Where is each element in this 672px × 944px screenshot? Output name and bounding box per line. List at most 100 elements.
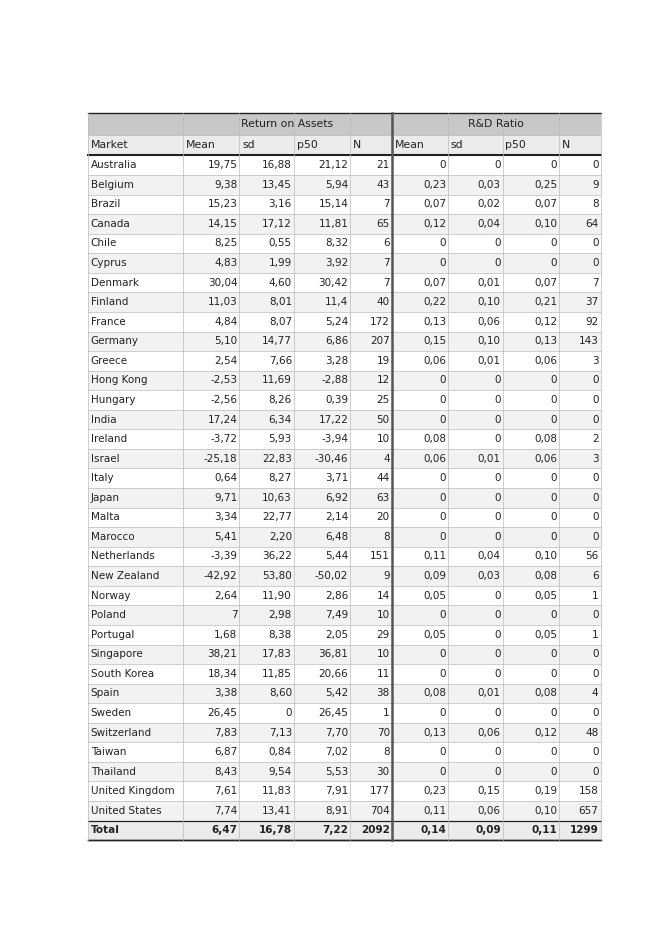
Text: New Zealand: New Zealand — [91, 571, 159, 582]
Text: 0,21: 0,21 — [534, 297, 557, 307]
Text: 0,11: 0,11 — [532, 825, 557, 835]
Text: 1: 1 — [592, 591, 599, 600]
Text: 44: 44 — [376, 473, 390, 483]
Text: 0: 0 — [439, 414, 446, 425]
Text: 0: 0 — [592, 513, 599, 522]
Text: South Korea: South Korea — [91, 669, 154, 679]
Text: Greece: Greece — [91, 356, 128, 366]
Text: 0,08: 0,08 — [423, 688, 446, 699]
Text: 0,11: 0,11 — [423, 551, 446, 562]
Text: 12: 12 — [376, 376, 390, 385]
Bar — [88, 488, 601, 508]
Text: 6,48: 6,48 — [325, 531, 348, 542]
Text: 6,86: 6,86 — [325, 336, 348, 346]
Text: 8,60: 8,60 — [269, 688, 292, 699]
Text: 0,05: 0,05 — [423, 630, 446, 640]
Text: 0: 0 — [550, 258, 557, 268]
Text: 0,55: 0,55 — [269, 239, 292, 248]
Text: 8,07: 8,07 — [269, 317, 292, 327]
Text: Spain: Spain — [91, 688, 120, 699]
Text: 0,07: 0,07 — [423, 199, 446, 210]
Text: Sweden: Sweden — [91, 708, 132, 718]
Text: 0,05: 0,05 — [423, 591, 446, 600]
Text: 0,06: 0,06 — [423, 356, 446, 366]
Bar — [88, 449, 601, 468]
Text: 8,25: 8,25 — [214, 239, 237, 248]
Text: 1: 1 — [592, 630, 599, 640]
Text: 6,47: 6,47 — [211, 825, 237, 835]
Text: p50: p50 — [505, 141, 526, 150]
Text: -2,53: -2,53 — [210, 376, 237, 385]
Text: 0,23: 0,23 — [423, 786, 446, 796]
Text: 1,68: 1,68 — [214, 630, 237, 640]
Text: 0: 0 — [550, 747, 557, 757]
Text: 0: 0 — [592, 473, 599, 483]
Text: 0: 0 — [550, 376, 557, 385]
Text: 20: 20 — [376, 513, 390, 522]
Text: Hong Kong: Hong Kong — [91, 376, 147, 385]
Text: Norway: Norway — [91, 591, 130, 600]
Bar — [88, 527, 601, 547]
Text: 16,78: 16,78 — [259, 825, 292, 835]
Text: 8,43: 8,43 — [214, 767, 237, 777]
Text: 0: 0 — [439, 747, 446, 757]
Text: Israel: Israel — [91, 454, 120, 464]
Text: 0,12: 0,12 — [534, 317, 557, 327]
Text: 0,23: 0,23 — [423, 179, 446, 190]
Text: Market: Market — [91, 141, 128, 150]
Text: 0,15: 0,15 — [423, 336, 446, 346]
Text: 7: 7 — [592, 278, 599, 288]
Text: France: France — [91, 317, 126, 327]
Text: 3: 3 — [592, 454, 599, 464]
Text: 0,01: 0,01 — [478, 356, 501, 366]
Text: 0,06: 0,06 — [478, 806, 501, 816]
Text: 7: 7 — [383, 258, 390, 268]
Text: India: India — [91, 414, 116, 425]
Bar — [88, 468, 601, 488]
Text: 3: 3 — [592, 356, 599, 366]
Text: 0: 0 — [494, 649, 501, 659]
Text: 0: 0 — [550, 160, 557, 170]
Text: 8,27: 8,27 — [269, 473, 292, 483]
Text: 3,16: 3,16 — [269, 199, 292, 210]
Text: 65: 65 — [376, 219, 390, 228]
Text: 0: 0 — [439, 708, 446, 718]
Text: 0,09: 0,09 — [475, 825, 501, 835]
Text: 0: 0 — [550, 669, 557, 679]
Text: Chile: Chile — [91, 239, 117, 248]
Text: 2,86: 2,86 — [325, 591, 348, 600]
Text: 18,34: 18,34 — [208, 669, 237, 679]
Text: 3,92: 3,92 — [325, 258, 348, 268]
Text: 0,01: 0,01 — [478, 688, 501, 699]
Text: 0,11: 0,11 — [423, 806, 446, 816]
Bar — [88, 312, 601, 331]
Text: 0,14: 0,14 — [420, 825, 446, 835]
Bar — [88, 683, 601, 703]
Text: 0,06: 0,06 — [423, 454, 446, 464]
Text: 0: 0 — [494, 630, 501, 640]
Bar — [88, 410, 601, 430]
Text: 0: 0 — [592, 160, 599, 170]
Text: 4,83: 4,83 — [214, 258, 237, 268]
Text: 0: 0 — [494, 708, 501, 718]
Text: 0,05: 0,05 — [534, 630, 557, 640]
Text: 53,80: 53,80 — [262, 571, 292, 582]
Text: Mean: Mean — [394, 141, 424, 150]
Text: 3,38: 3,38 — [214, 688, 237, 699]
Text: 14,77: 14,77 — [262, 336, 292, 346]
Text: 9: 9 — [383, 571, 390, 582]
Bar — [88, 135, 601, 156]
Text: 0,02: 0,02 — [478, 199, 501, 210]
Text: 70: 70 — [376, 728, 390, 737]
Text: 0: 0 — [494, 669, 501, 679]
Text: 0,08: 0,08 — [534, 434, 557, 444]
Text: 43: 43 — [376, 179, 390, 190]
Text: 5,41: 5,41 — [214, 531, 237, 542]
Text: 0,19: 0,19 — [534, 786, 557, 796]
Text: 21: 21 — [376, 160, 390, 170]
Text: 0: 0 — [439, 376, 446, 385]
Text: 0: 0 — [439, 395, 446, 405]
Text: 0,01: 0,01 — [478, 454, 501, 464]
Text: 0,84: 0,84 — [269, 747, 292, 757]
Text: 6,92: 6,92 — [325, 493, 348, 503]
